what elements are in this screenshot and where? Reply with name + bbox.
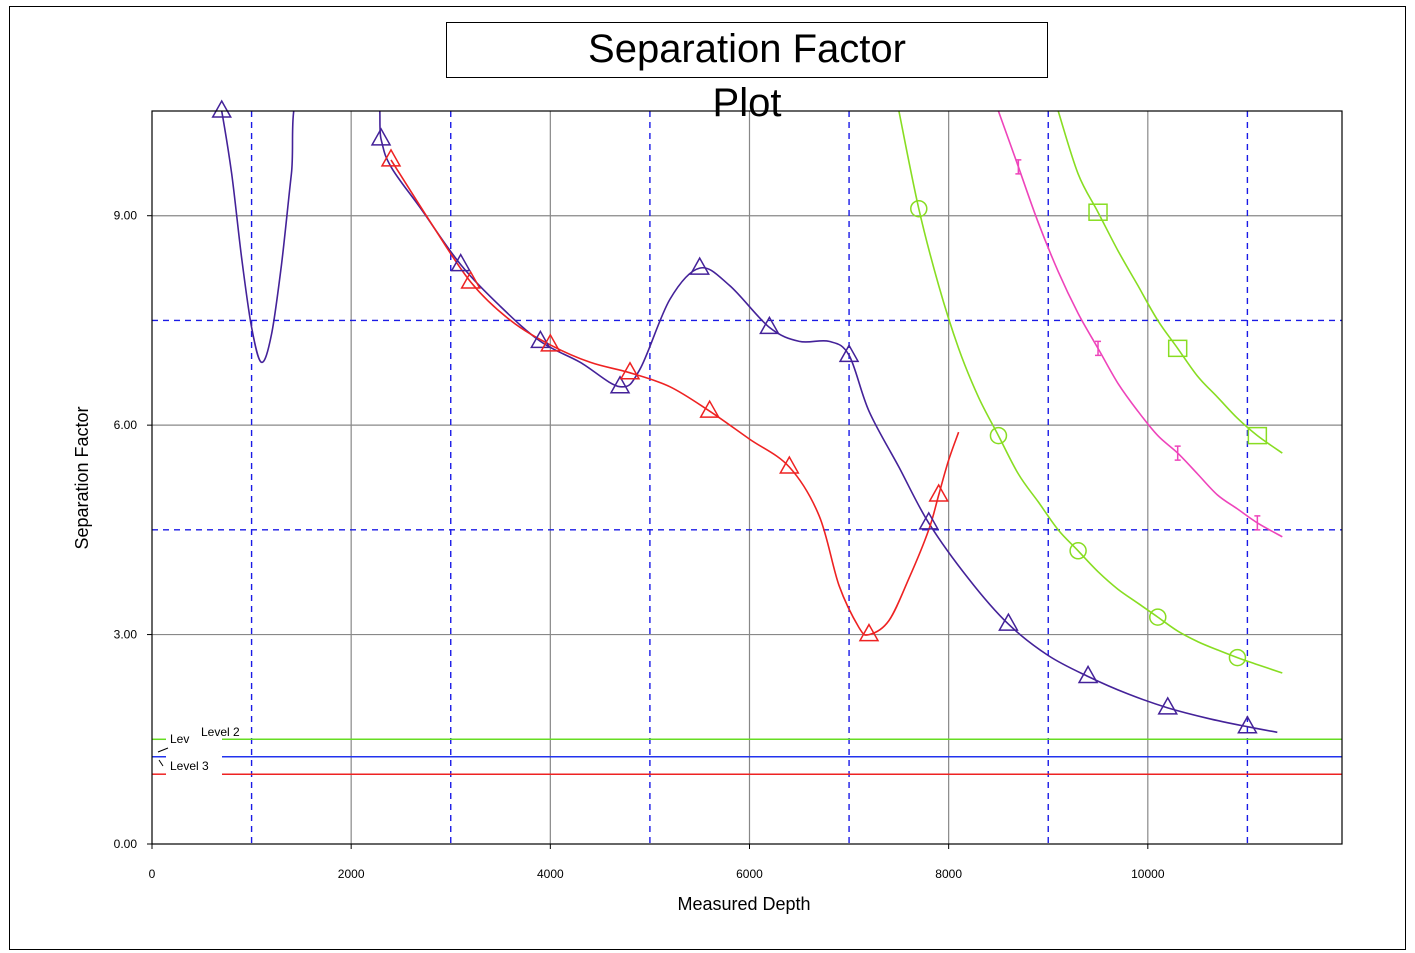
series-1-point — [370, 127, 392, 146]
series-1-point — [211, 99, 232, 118]
series-2-point — [928, 483, 949, 502]
x-tick-label: 4000 — [537, 867, 564, 881]
series-1-line — [220, 111, 1278, 734]
x-tick-label: 10000 — [1131, 867, 1165, 881]
series-4-point — [1015, 159, 1022, 175]
series-3-point — [910, 199, 928, 218]
chart-frame — [9, 6, 1406, 950]
series-1-point — [1157, 696, 1179, 715]
chart-title-line-1: Separation Factor — [588, 27, 906, 71]
series-2-point — [699, 399, 720, 418]
levels-layer: Level 2 Level 3 Lev — [152, 725, 1342, 775]
y-tick-label: 0.00 — [114, 837, 138, 851]
series-4-point — [1254, 515, 1261, 531]
level-2-label: Level 2 — [201, 725, 240, 739]
series-1-point — [530, 329, 551, 349]
series-1-point — [1237, 715, 1258, 734]
series-5-point — [1247, 426, 1268, 445]
x-tick-label: 2000 — [338, 867, 365, 881]
series-2-point — [460, 270, 481, 289]
series-5-point — [1088, 203, 1108, 221]
series-5-line — [1057, 111, 1283, 454]
series-1-point — [609, 375, 631, 394]
x-tick-label: 0 — [149, 867, 156, 881]
series-2-point — [380, 148, 402, 167]
chart-title-box: Separation Factor Plot — [446, 22, 1048, 123]
series-4-point — [1095, 340, 1102, 357]
marker-layer — [211, 99, 1268, 734]
series-3-point — [1149, 608, 1167, 626]
series-2-line — [390, 159, 960, 636]
y-tick-label: 3.00 — [114, 628, 138, 642]
series-1-point — [450, 253, 471, 272]
level-label-fragment: Lev — [170, 732, 189, 746]
y-tick-label: 9.00 — [114, 209, 138, 223]
series-1-point — [838, 343, 860, 363]
series-5-point — [1167, 339, 1188, 358]
series-3-point — [989, 426, 1008, 445]
level-3-label: Level 3 — [170, 759, 209, 773]
y-axis-label: Separation Factor — [72, 406, 92, 549]
x-tick-label: 6000 — [736, 867, 763, 881]
series-3-point — [1228, 648, 1247, 667]
series-1-point — [998, 612, 1019, 631]
series-1-point — [918, 511, 940, 530]
series-1-point — [759, 315, 780, 335]
level-leader-lines — [157, 747, 169, 767]
x-axis-label: Measured Depth — [677, 894, 810, 914]
plot-border — [151, 110, 1343, 845]
chart-title-line-2: Plot — [712, 81, 782, 125]
series-2-point — [779, 455, 800, 474]
series-3-line — [898, 111, 1283, 674]
ticks-layer: 0 2000 4000 6000 8000 10000 0.00 3.00 6.00 9.00 — [114, 209, 1165, 881]
series-2-point — [540, 333, 561, 352]
series-4-line — [997, 111, 1283, 538]
series-4-point — [1174, 445, 1181, 461]
grid-layer — [152, 111, 1342, 844]
series-1-point — [1077, 664, 1099, 684]
series-3-point — [1069, 542, 1087, 560]
series-2-point — [858, 623, 880, 642]
series-1-point — [689, 256, 710, 275]
series-layer — [220, 111, 1283, 734]
series-2-point — [619, 361, 641, 380]
x-tick-label: 8000 — [935, 867, 962, 881]
y-tick-label: 6.00 — [114, 418, 138, 432]
